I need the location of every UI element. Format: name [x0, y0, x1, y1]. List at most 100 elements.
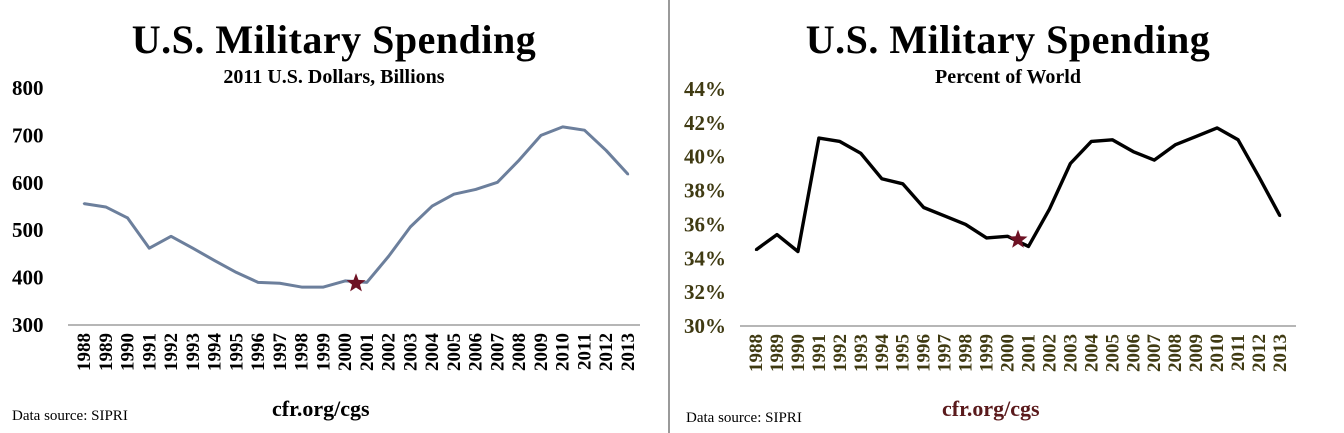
- x-tick-label: 2007: [1144, 334, 1165, 373]
- data-point: [605, 149, 608, 152]
- x-tick-label: 2000: [998, 334, 1019, 372]
- credit-link[interactable]: cfr.org/cgs: [942, 396, 1040, 421]
- x-tick-label: 1988: [746, 334, 767, 372]
- data-point: [148, 247, 151, 250]
- data-source-note: Data source: SIPRI: [686, 410, 802, 426]
- y-tick-label: 800: [12, 76, 44, 100]
- x-tick-label: 2011: [574, 333, 595, 370]
- x-tick-label: 2006: [1123, 334, 1144, 372]
- data-point: [985, 236, 988, 240]
- x-tick-label: 2013: [1270, 334, 1291, 372]
- y-tick-label: 36%: [684, 212, 726, 236]
- x-tick-label: 1996: [914, 334, 935, 372]
- data-point: [539, 134, 543, 137]
- chart-panel-spending: U.S. Military Spending 2011 U.S. Dollars…: [0, 0, 670, 433]
- data-point: [1006, 235, 1009, 238]
- x-tick-label: 1994: [872, 334, 893, 373]
- y-tick-label: 40%: [684, 145, 726, 169]
- data-point: [104, 205, 107, 209]
- data-point: [235, 271, 238, 274]
- y-tick-label: 38%: [684, 179, 726, 203]
- line-chart-percent: 44% 42% 40% 38% 36% 34% 32% 30% 1988 1989 1990 1991…: [684, 77, 1296, 373]
- y-tick-label: 300: [12, 313, 44, 337]
- chart-panel-percent: U.S. Military Spending Percent of World …: [672, 0, 1344, 433]
- x-tick-label: 1988: [74, 333, 95, 371]
- x-tick-label: 2005: [1102, 334, 1123, 372]
- x-tick-label: 1992: [830, 334, 851, 372]
- x-tick-label: 1991: [139, 333, 160, 371]
- data-point: [775, 233, 779, 236]
- data-point: [1215, 126, 1219, 130]
- data-point: [859, 152, 862, 155]
- y-tick-label: 42%: [684, 111, 726, 135]
- data-source-note: Data source: SIPRI: [12, 408, 128, 424]
- x-tick-label: 2007: [487, 333, 508, 372]
- data-point: [496, 181, 499, 184]
- data-point: [191, 247, 194, 250]
- data-point: [626, 173, 630, 176]
- data-point: [1174, 143, 1177, 147]
- data-point: [754, 248, 758, 252]
- x-tick-label: 1995: [893, 334, 914, 372]
- y-tick-label: 34%: [684, 246, 726, 270]
- data-point: [1194, 135, 1198, 138]
- y-tick-label: 30%: [684, 314, 726, 338]
- star-marker-icon: [346, 273, 366, 292]
- data-point: [1257, 175, 1261, 179]
- x-tick-label: 1993: [851, 334, 872, 372]
- data-point: [922, 206, 925, 209]
- x-tick-label: 1993: [183, 333, 204, 371]
- data-point: [1048, 207, 1051, 211]
- x-tick-label: 2010: [1207, 334, 1228, 372]
- x-tick-label: 2002: [379, 333, 400, 371]
- data-point: [256, 281, 260, 284]
- x-tick-label: 1991: [809, 334, 830, 372]
- x-tick-label: 2006: [466, 333, 487, 371]
- y-tick-label: 400: [12, 266, 44, 290]
- x-tick-label: 2001: [357, 333, 378, 371]
- x-tick-label: 2003: [400, 333, 421, 371]
- data-point: [474, 188, 477, 191]
- x-tick-label: 2008: [1165, 334, 1186, 372]
- x-tick-label: 2010: [553, 333, 574, 371]
- data-point: [409, 225, 412, 229]
- y-tick-label: 700: [12, 123, 44, 147]
- x-tick-label: 1996: [248, 333, 269, 371]
- x-tick-label: 1990: [788, 334, 809, 372]
- data-point: [430, 204, 434, 208]
- x-tick-label: 2009: [1186, 334, 1207, 372]
- chart-title: U.S. Military Spending: [131, 17, 537, 62]
- x-tick-label: 2004: [1081, 334, 1102, 373]
- x-tick-label: 1992: [161, 333, 182, 371]
- chart-subtitle: 2011 U.S. Dollars, Billions: [223, 66, 445, 88]
- x-tick-label: 1998: [292, 333, 313, 371]
- data-point: [169, 235, 173, 238]
- x-tick-label: 1998: [956, 334, 977, 372]
- y-tick-label: 44%: [684, 77, 726, 101]
- x-tick-label: 1999: [977, 334, 998, 372]
- data-point: [1069, 162, 1072, 165]
- data-point: [901, 182, 904, 185]
- x-tick-label: 1989: [96, 333, 117, 371]
- data-point: [322, 285, 325, 289]
- x-tick-label: 2013: [618, 333, 639, 371]
- data-point: [796, 250, 800, 253]
- x-tick-label: 2000: [335, 333, 356, 371]
- data-point: [365, 281, 369, 284]
- y-tick-label: 600: [12, 171, 44, 195]
- x-tick-label: 1989: [767, 334, 788, 372]
- data-point: [1236, 138, 1240, 141]
- data-point: [838, 140, 842, 143]
- data-point: [1132, 150, 1135, 153]
- data-point: [82, 202, 86, 205]
- series-line: [83, 125, 630, 289]
- x-tick-label: 1999: [313, 333, 334, 371]
- data-point: [387, 255, 390, 258]
- data-point: [518, 158, 521, 162]
- x-tick-label: 2008: [509, 333, 530, 371]
- credit-link[interactable]: cfr.org/cgs: [272, 396, 370, 421]
- x-tick-label: 2004: [422, 333, 443, 372]
- data-point: [213, 259, 216, 262]
- data-point: [1111, 138, 1114, 141]
